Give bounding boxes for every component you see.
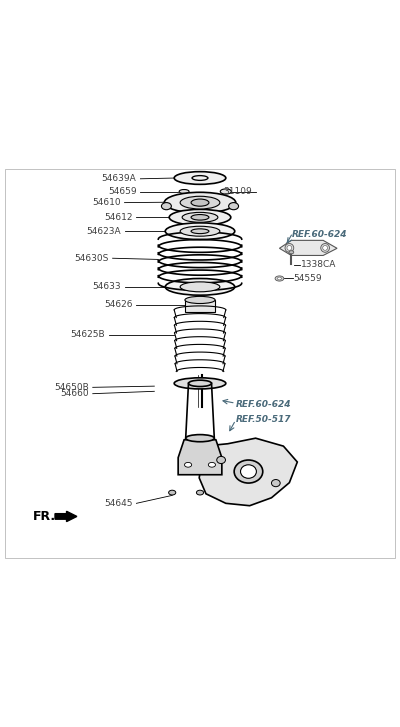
Text: 54626: 54626 (104, 300, 132, 309)
Polygon shape (280, 241, 337, 255)
Text: 54625B: 54625B (70, 330, 105, 340)
Ellipse shape (179, 190, 189, 193)
Text: FR.: FR. (33, 510, 56, 523)
Ellipse shape (180, 282, 220, 292)
Text: 54639A: 54639A (102, 174, 136, 183)
Ellipse shape (165, 278, 235, 295)
Ellipse shape (191, 229, 209, 233)
Text: 54623A: 54623A (86, 227, 120, 236)
Ellipse shape (234, 460, 263, 483)
Text: 54659: 54659 (108, 187, 136, 196)
Ellipse shape (162, 203, 171, 209)
Text: REF.60-624: REF.60-624 (291, 230, 347, 239)
Ellipse shape (184, 462, 192, 467)
Text: 54645: 54645 (104, 499, 132, 508)
Ellipse shape (188, 380, 212, 387)
Text: 54630S: 54630S (74, 254, 109, 262)
Polygon shape (178, 440, 222, 475)
Text: 1338CA: 1338CA (301, 260, 337, 270)
Text: 54633: 54633 (92, 282, 120, 292)
Ellipse shape (323, 246, 328, 250)
Ellipse shape (182, 212, 218, 222)
Text: 54559: 54559 (293, 274, 322, 283)
Ellipse shape (165, 223, 235, 240)
Ellipse shape (275, 276, 284, 281)
Text: 54612: 54612 (104, 213, 132, 222)
Text: 54660: 54660 (60, 389, 89, 398)
Ellipse shape (287, 246, 292, 250)
Ellipse shape (191, 199, 209, 206)
Polygon shape (185, 300, 215, 312)
Ellipse shape (174, 172, 226, 185)
Text: REF.50-517: REF.50-517 (236, 414, 291, 424)
Ellipse shape (191, 214, 209, 220)
Ellipse shape (289, 251, 294, 254)
Ellipse shape (272, 480, 280, 486)
Ellipse shape (196, 490, 204, 495)
Ellipse shape (186, 435, 214, 442)
Ellipse shape (164, 193, 236, 213)
Ellipse shape (220, 189, 231, 194)
Ellipse shape (321, 244, 330, 252)
Ellipse shape (217, 457, 226, 464)
Ellipse shape (208, 462, 216, 467)
Ellipse shape (169, 209, 231, 225)
Text: 31109: 31109 (223, 187, 252, 196)
Text: REF.60-624: REF.60-624 (236, 400, 291, 409)
Ellipse shape (285, 244, 294, 252)
Polygon shape (199, 438, 297, 506)
Text: 54610: 54610 (92, 198, 120, 207)
Ellipse shape (229, 203, 238, 209)
Ellipse shape (185, 297, 215, 303)
FancyArrow shape (55, 511, 77, 521)
Ellipse shape (278, 277, 282, 280)
Ellipse shape (174, 378, 226, 389)
Text: 54650B: 54650B (54, 383, 89, 392)
Ellipse shape (180, 196, 220, 209)
Ellipse shape (169, 490, 176, 495)
Ellipse shape (180, 226, 220, 236)
Ellipse shape (240, 465, 256, 478)
